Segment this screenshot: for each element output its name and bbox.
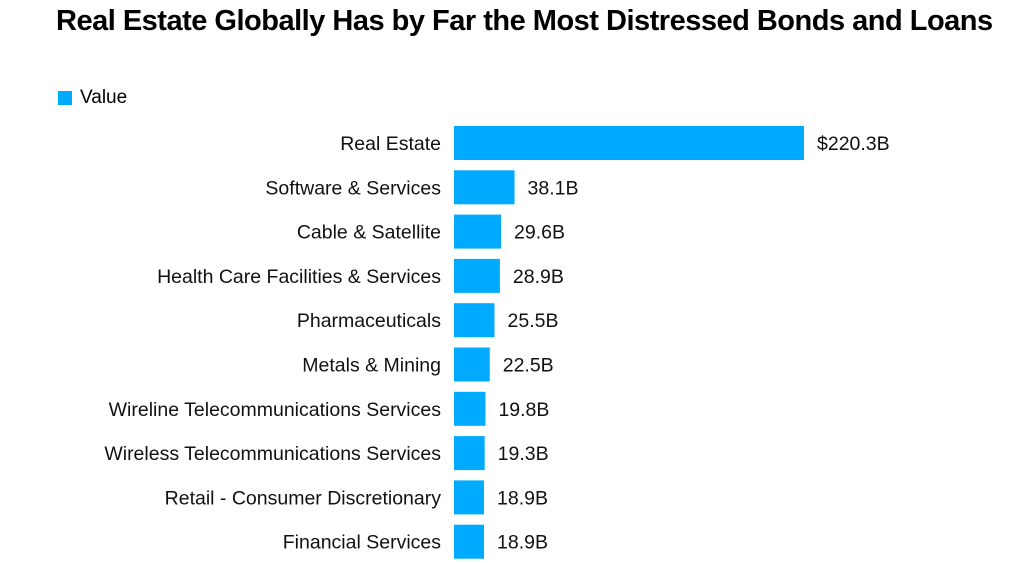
chart-title: Real Estate Globally Has by Far the Most… — [56, 5, 993, 37]
bar — [454, 524, 485, 559]
data-label: 18.9B — [497, 532, 548, 554]
bar — [454, 391, 486, 426]
bar — [454, 258, 500, 293]
legend-label: Value — [80, 87, 128, 108]
data-label: 38.1B — [528, 177, 579, 199]
category-label: Pharmaceuticals — [297, 310, 441, 332]
bar — [454, 303, 495, 338]
bar — [454, 480, 485, 515]
category-label: Software & Services — [265, 177, 441, 199]
category-label: Wireless Telecommunications Services — [104, 443, 441, 465]
legend-swatch — [58, 91, 72, 105]
legend: Value — [58, 87, 127, 109]
bar — [454, 347, 490, 382]
bar — [454, 436, 485, 471]
data-label: 29.6B — [514, 222, 565, 244]
category-label: Wireline Telecommunications Services — [109, 399, 442, 421]
data-label: 18.9B — [497, 487, 548, 509]
category-label: Financial Services — [283, 532, 441, 554]
data-label: $220.3B — [817, 133, 890, 155]
data-label: 25.5B — [508, 310, 559, 332]
data-label: 22.5B — [503, 355, 554, 377]
bar — [454, 170, 515, 205]
category-label: Retail - Consumer Discretionary — [165, 487, 442, 509]
data-label: 19.8B — [498, 399, 549, 421]
data-label: 19.3B — [498, 443, 549, 465]
bar — [454, 126, 804, 160]
category-label: Health Care Facilities & Services — [157, 266, 441, 288]
data-label: 28.9B — [513, 266, 564, 288]
bar — [454, 214, 502, 249]
category-label: Real Estate — [340, 133, 441, 155]
category-label: Metals & Mining — [302, 355, 441, 377]
category-label: Cable & Satellite — [297, 222, 441, 244]
